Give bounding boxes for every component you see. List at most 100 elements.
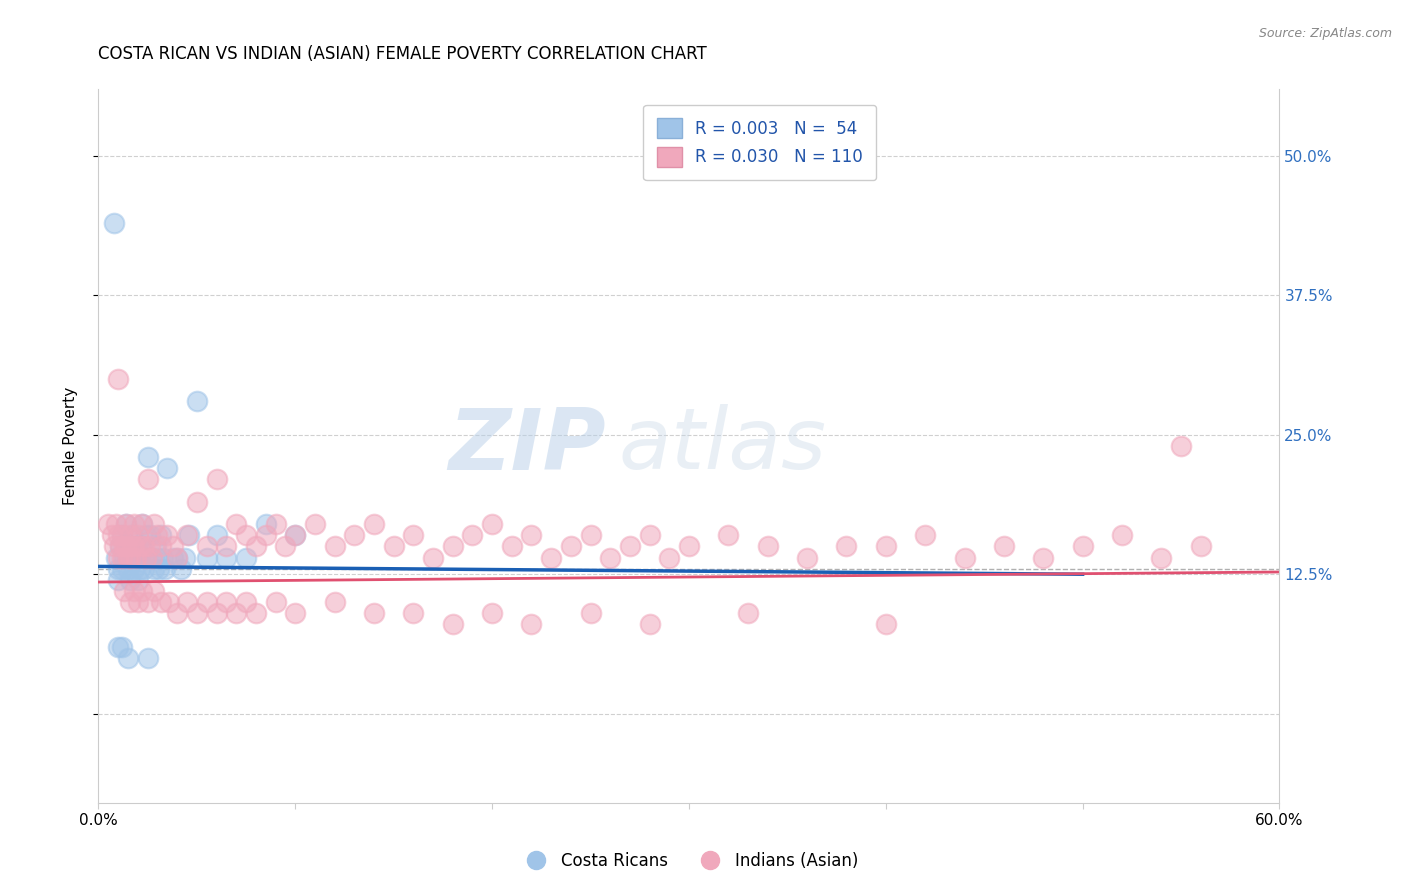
Point [128,562,150,576]
Point [127,573,149,587]
Point [156,528,179,542]
Point [135,550,157,565]
Point [107,550,129,565]
Point [122,539,145,553]
Point [128,550,150,565]
Point [105,550,128,565]
Point [176,528,198,542]
Point [142,583,165,598]
Point [1111,528,1133,542]
Point [579,528,602,542]
Point [235,595,257,609]
Point [128,539,150,553]
Point [112,583,135,598]
Point [235,528,257,542]
Point [103,539,125,553]
Point [118,595,141,609]
Point [195,539,218,553]
Point [103,216,125,230]
Point [131,516,153,531]
Point [264,595,287,609]
Point [422,550,444,565]
Point [274,539,297,553]
Point [136,595,159,609]
Point [141,550,163,565]
Point [132,539,155,553]
Point [174,550,197,565]
Point [481,516,503,531]
Point [142,562,165,576]
Point [599,550,621,565]
Point [125,539,148,553]
Point [1071,539,1094,553]
Point [132,562,155,576]
Point [540,550,562,565]
Point [97,516,120,531]
Point [382,539,405,553]
Point [205,528,228,542]
Point [343,528,366,542]
Point [520,528,543,542]
Point [1189,539,1212,553]
Point [111,528,134,542]
Point [131,539,153,553]
Point [115,539,138,553]
Point [225,516,247,531]
Point [756,539,779,553]
Point [122,562,145,576]
Point [118,550,141,565]
Point [166,550,188,565]
Point [186,607,208,621]
Point [150,528,173,542]
Point [441,539,464,553]
Point [117,550,139,565]
Point [156,461,179,475]
Point [914,528,936,542]
Legend: Costa Ricans, Indians (Asian): Costa Ricans, Indians (Asian) [513,846,865,877]
Point [304,516,326,531]
Point [115,539,138,553]
Point [121,539,143,553]
Point [107,528,129,542]
Point [215,550,238,565]
Point [441,617,464,632]
Point [953,550,976,565]
Point [225,607,247,621]
Point [176,595,198,609]
Point [111,640,134,654]
Point [122,583,145,598]
Point [107,640,129,654]
Point [135,528,157,542]
Point [115,516,138,531]
Point [108,539,131,553]
Point [579,607,602,621]
Point [619,539,641,553]
Point [131,516,153,531]
Point [107,573,129,587]
Point [136,473,159,487]
Point [177,528,200,542]
Point [195,595,218,609]
Point [638,528,661,542]
Point [560,539,582,553]
Point [363,516,385,531]
Point [127,528,149,542]
Point [481,607,503,621]
Point [118,528,141,542]
Point [186,394,208,409]
Point [363,607,385,621]
Point [402,528,425,542]
Point [166,550,188,565]
Point [127,550,149,565]
Point [195,550,218,565]
Point [146,550,169,565]
Point [461,528,484,542]
Point [215,539,238,553]
Point [131,583,153,598]
Point [245,539,267,553]
Point [186,494,208,508]
Point [1170,439,1192,453]
Point [254,516,277,531]
Point [638,617,661,632]
Point [166,607,188,621]
